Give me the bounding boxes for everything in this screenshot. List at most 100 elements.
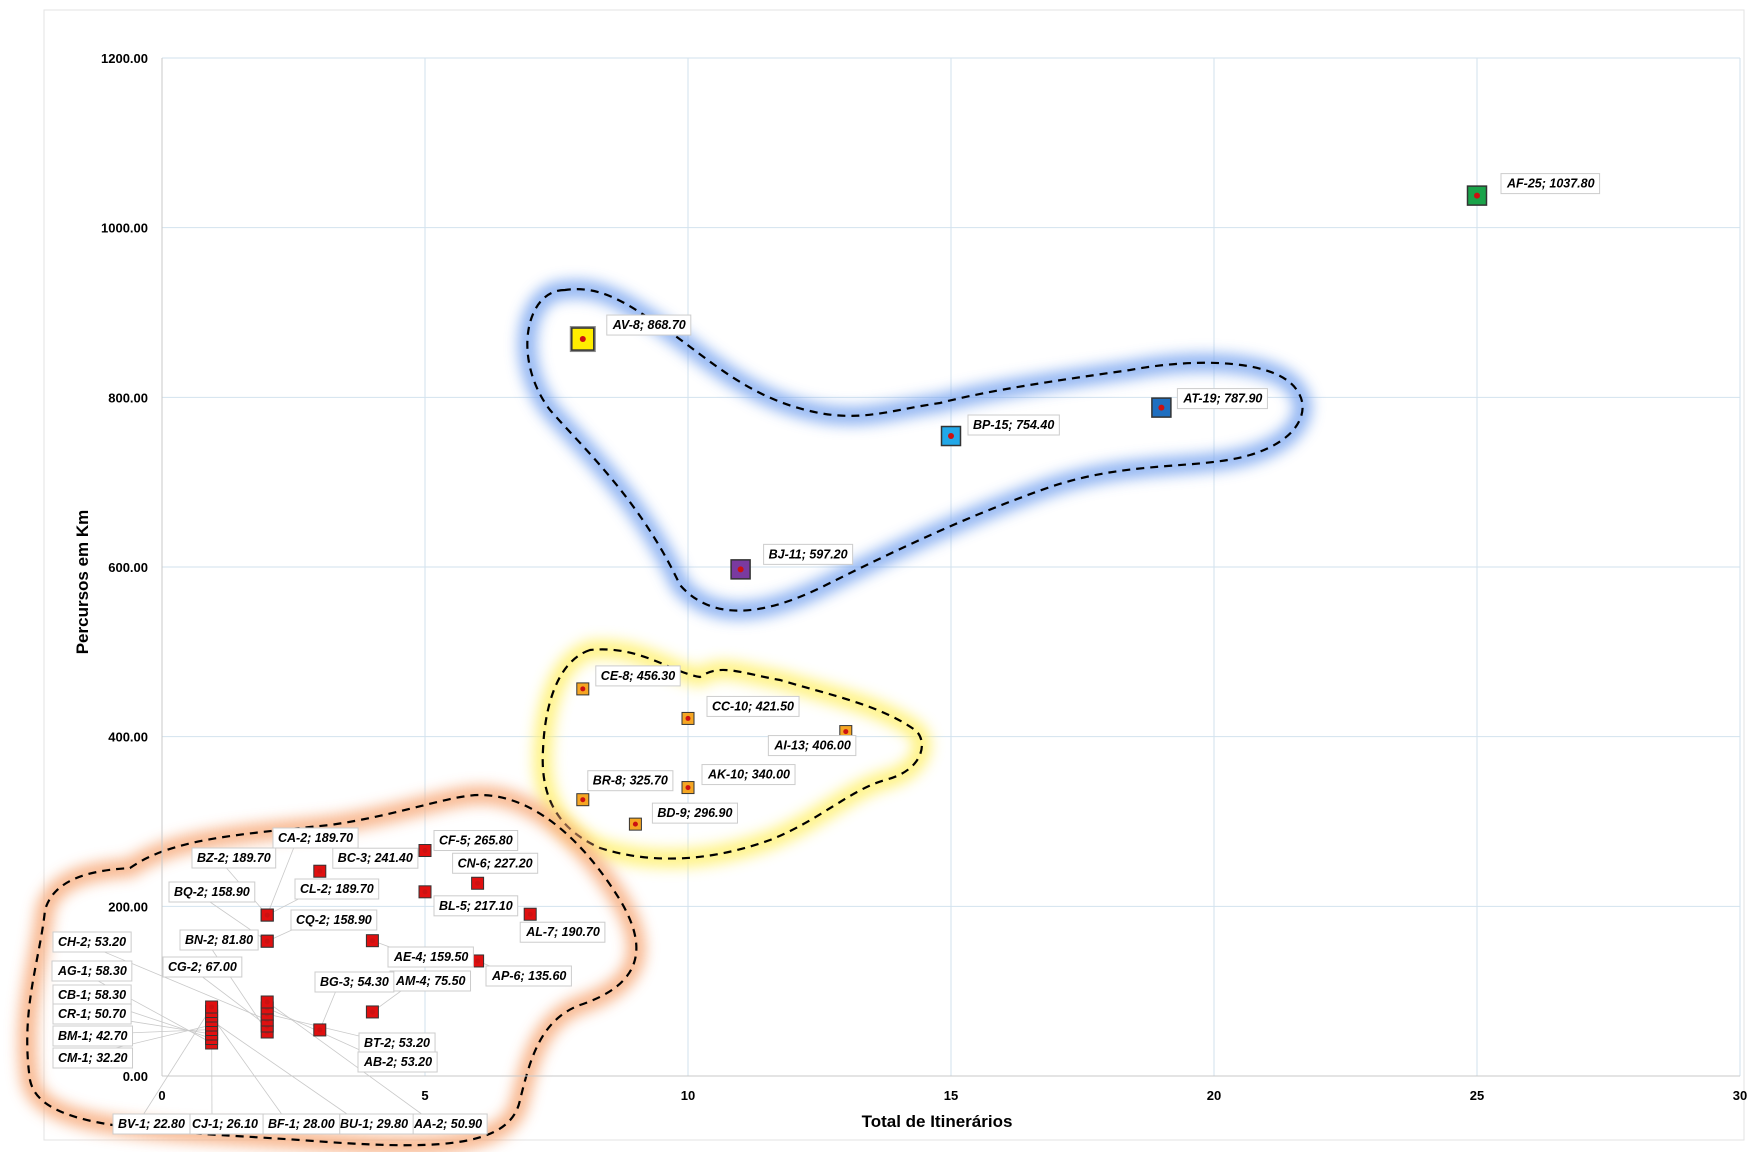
data-label-text: BN-2; 81.80 bbox=[185, 933, 253, 947]
data-label-text: BV-1; 22.80 bbox=[118, 1117, 185, 1131]
data-label-box bbox=[519, 921, 606, 943]
data-label-cj-1: CJ-1; 26.10 bbox=[186, 1113, 264, 1135]
data-label-text: AP-6; 135.60 bbox=[491, 969, 566, 983]
data-label-box bbox=[706, 695, 800, 717]
data-label-box bbox=[587, 770, 674, 792]
data-label-cg-2: CG-2; 67.00 bbox=[162, 956, 243, 978]
data-label-cm-1: CM-1; 32.20 bbox=[52, 1047, 134, 1069]
data-label-text: AA-2; 50.90 bbox=[413, 1117, 482, 1131]
data-label-bm-1: BM-1; 42.70 bbox=[52, 1025, 134, 1047]
data-label-box bbox=[52, 1003, 132, 1025]
y-tick-label: 0.00 bbox=[123, 1069, 148, 1084]
data-label-box bbox=[290, 909, 378, 931]
x-tick-label: 15 bbox=[944, 1088, 958, 1103]
marker-dot-cq-2 bbox=[264, 938, 270, 944]
data-label-box bbox=[433, 830, 519, 852]
marker-dot-bv-1 bbox=[209, 1004, 215, 1010]
data-label-at-19: AT-19; 787.90 bbox=[1176, 388, 1268, 410]
data-label-text: CR-1; 50.70 bbox=[58, 1007, 126, 1021]
x-tick-label: 25 bbox=[1470, 1088, 1484, 1103]
data-label-ai-13: AI-13; 406.00 bbox=[767, 735, 857, 757]
data-label-bn-2: BN-2; 81.80 bbox=[179, 929, 259, 951]
leader-line-bf-1 bbox=[211, 1015, 289, 1124]
chart-outer-border bbox=[43, 9, 1745, 1141]
marker-dot-cl-2 bbox=[264, 912, 270, 918]
data-label-af-25: AF-25; 1037.80 bbox=[1500, 173, 1601, 195]
data-label-text: AT-19; 787.90 bbox=[1182, 392, 1262, 406]
data-label-text: AK-10; 340.00 bbox=[707, 768, 790, 782]
y-tick-label: 1000.00 bbox=[101, 221, 148, 236]
data-label-bl-5: BL-5; 217.10 bbox=[433, 895, 519, 917]
data-label-box bbox=[767, 735, 857, 757]
data-label-ap-6: AP-6; 135.60 bbox=[485, 965, 572, 987]
data-label-box bbox=[179, 929, 259, 951]
data-label-text: BF-1; 28.00 bbox=[268, 1117, 335, 1131]
marker-dot-bc-3 bbox=[317, 868, 323, 874]
data-label-text: CF-5; 265.80 bbox=[439, 834, 513, 848]
data-label-cr-1: CR-1; 50.70 bbox=[52, 1003, 132, 1025]
gridlines bbox=[161, 57, 1741, 1077]
data-label-text: CM-1; 32.20 bbox=[58, 1051, 128, 1065]
data-label-text: AI-13; 406.00 bbox=[773, 739, 850, 753]
data-label-text: BC-3; 241.40 bbox=[338, 851, 413, 865]
data-label-box bbox=[52, 1047, 134, 1069]
data-label-text: AV-8; 868.70 bbox=[612, 318, 686, 332]
data-label-text: CB-1; 58.30 bbox=[58, 988, 126, 1002]
data-label-text: BZ-2; 189.70 bbox=[197, 851, 271, 865]
cluster-outline-orange bbox=[26, 793, 638, 1147]
y-tick-label: 400.00 bbox=[108, 730, 148, 745]
marker-dot-at-19 bbox=[1158, 404, 1165, 411]
data-label-text: CC-10; 421.50 bbox=[712, 699, 794, 713]
data-label-text: BQ-2; 158.90 bbox=[174, 885, 250, 899]
x-tick-label: 5 bbox=[421, 1088, 428, 1103]
data-label-text: AF-25; 1037.80 bbox=[1506, 177, 1595, 191]
data-label-text: CQ-2; 158.90 bbox=[296, 913, 372, 927]
marker-dot-af-25 bbox=[1474, 192, 1480, 199]
marker-dot-av-8 bbox=[579, 336, 586, 343]
data-label-ca-2: CA-2; 189.70 bbox=[272, 827, 359, 849]
data-label-text: BR-8; 325.70 bbox=[593, 774, 668, 788]
data-label-text: BG-3; 54.30 bbox=[320, 975, 389, 989]
data-label-cq-2: CQ-2; 158.90 bbox=[290, 909, 378, 931]
marker-dot-bj-11 bbox=[737, 566, 744, 573]
data-label-box bbox=[52, 931, 132, 953]
leader-line-bn-2 bbox=[204, 938, 268, 1033]
marker-dot-bd-9 bbox=[632, 821, 638, 827]
data-label-box bbox=[162, 956, 243, 978]
data-label-text: CL-2; 189.70 bbox=[300, 882, 374, 896]
cluster-outlines bbox=[18, 280, 1312, 1152]
data-label-ce-8: CE-8; 456.30 bbox=[595, 665, 681, 687]
data-label-box bbox=[272, 827, 359, 849]
marker-dot-am-4 bbox=[369, 1009, 375, 1015]
data-label-bv-1: BV-1; 22.80 bbox=[112, 1113, 191, 1135]
data-label-al-7: AL-7; 190.70 bbox=[519, 921, 606, 943]
data-label-bp-15: BP-15; 754.40 bbox=[967, 414, 1060, 436]
data-label-cl-2: CL-2; 189.70 bbox=[294, 878, 380, 900]
leader-line-aa-2 bbox=[266, 1001, 435, 1124]
y-tick-label: 1200.00 bbox=[101, 51, 148, 66]
data-label-text: CG-2; 67.00 bbox=[168, 960, 237, 974]
data-label-box bbox=[357, 1051, 438, 1073]
marker-dot-cn-6 bbox=[475, 880, 481, 886]
marker-dot-ce-8 bbox=[580, 686, 586, 692]
marker-dot-cf-5 bbox=[422, 848, 428, 854]
cluster-outline-blue bbox=[526, 288, 1304, 612]
marker-dot-ak-10 bbox=[685, 785, 691, 791]
y-tick-label: 600.00 bbox=[108, 560, 148, 575]
marker-dot-ai-13 bbox=[843, 729, 849, 735]
data-labels: AF-25; 1037.80 AV-8; 868.70 AT-19; 787.90 B… bbox=[51, 173, 1601, 1135]
data-label-box bbox=[332, 847, 419, 869]
data-label-text: BJ-11; 597.20 bbox=[769, 547, 848, 561]
x-axis-title: Total de Itinerários bbox=[862, 1112, 1013, 1131]
data-label-bf-1: BF-1; 28.00 bbox=[262, 1113, 341, 1135]
data-label-bg-3: BG-3; 54.30 bbox=[314, 971, 395, 993]
marker-dot-al-7 bbox=[527, 911, 533, 917]
data-label-bt-2: BT-2; 53.20 bbox=[358, 1032, 436, 1054]
x-tick-label: 30 bbox=[1733, 1088, 1747, 1103]
data-label-text: CJ-1; 26.10 bbox=[192, 1117, 258, 1131]
data-label-box bbox=[763, 543, 854, 565]
data-label-box bbox=[701, 764, 796, 786]
y-tick-label: 800.00 bbox=[108, 390, 148, 405]
data-label-box bbox=[1500, 173, 1601, 195]
leader-line-ca-2 bbox=[266, 836, 299, 916]
